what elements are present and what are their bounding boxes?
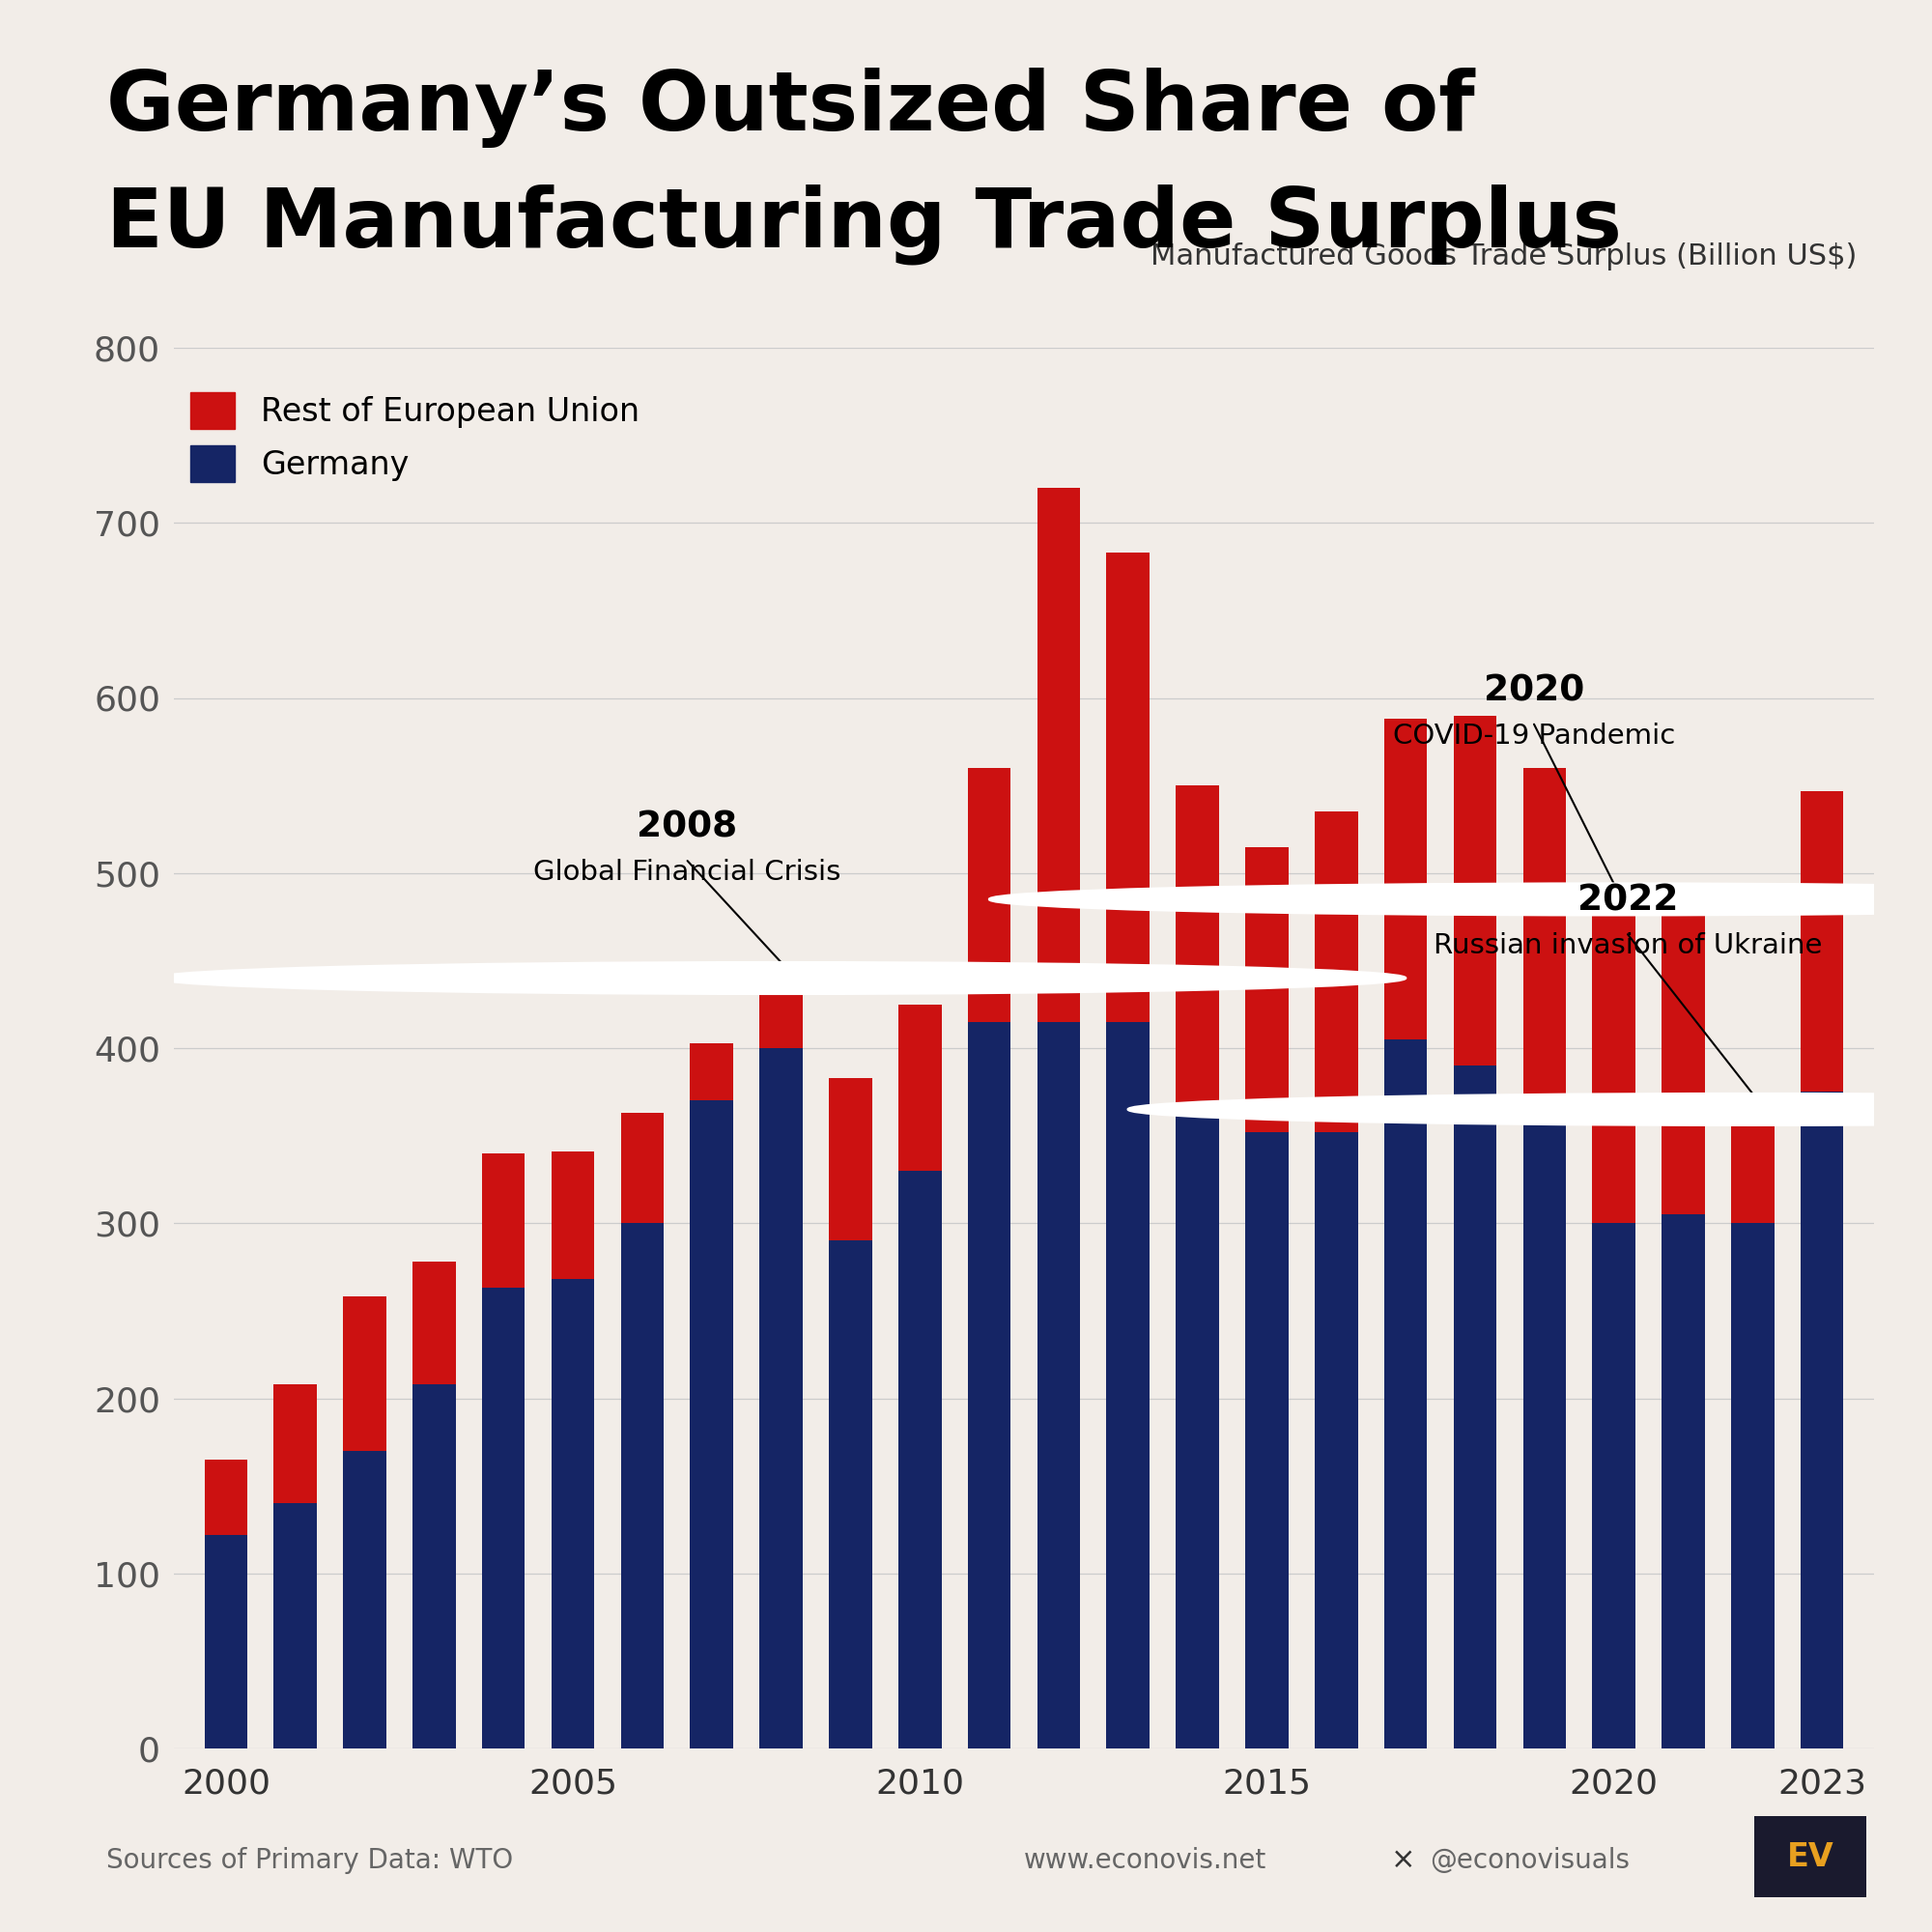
Text: Global Financial Crisis: Global Financial Crisis: [533, 860, 840, 887]
Circle shape: [1128, 1094, 1932, 1124]
Bar: [1246, 846, 1289, 1132]
Bar: [344, 1451, 386, 1748]
Legend: Rest of European Union, Germany: Rest of European Union, Germany: [189, 392, 639, 483]
Bar: [620, 1113, 665, 1223]
Bar: [1731, 1109, 1774, 1223]
Bar: [1037, 487, 1080, 1022]
Bar: [413, 1262, 456, 1383]
Bar: [1037, 1022, 1080, 1748]
Bar: [481, 1289, 526, 1748]
Bar: [1246, 1132, 1289, 1748]
Circle shape: [989, 883, 1932, 916]
Text: 2022: 2022: [1577, 883, 1679, 918]
Bar: [205, 1534, 247, 1748]
Bar: [1177, 786, 1219, 1109]
Bar: [1592, 898, 1634, 1223]
Text: www.econovis.net: www.econovis.net: [1024, 1847, 1267, 1874]
Text: @econovisuals: @econovisuals: [1430, 1847, 1631, 1874]
Text: Sources of Primary Data: WTO: Sources of Primary Data: WTO: [106, 1847, 514, 1874]
Bar: [968, 1022, 1010, 1748]
Bar: [1383, 719, 1428, 1039]
Bar: [1383, 1039, 1428, 1748]
Bar: [551, 1279, 595, 1748]
Bar: [829, 1240, 871, 1748]
Bar: [274, 1383, 317, 1503]
Bar: [759, 978, 802, 1047]
Bar: [829, 1078, 871, 1240]
Bar: [1801, 790, 1843, 1092]
Bar: [551, 1151, 595, 1279]
Bar: [968, 767, 1010, 1022]
Bar: [344, 1296, 386, 1451]
Bar: [1522, 1101, 1567, 1748]
Text: 2008: 2008: [638, 810, 738, 844]
Text: EU Manufacturing Trade Surplus: EU Manufacturing Trade Surplus: [106, 184, 1623, 265]
Bar: [1662, 1215, 1704, 1748]
Bar: [481, 1153, 526, 1289]
Bar: [690, 1043, 734, 1101]
Bar: [620, 1223, 665, 1748]
Bar: [274, 1503, 317, 1748]
Bar: [1522, 767, 1567, 1101]
Bar: [1731, 1223, 1774, 1748]
Circle shape: [156, 962, 1406, 993]
Bar: [1592, 1223, 1634, 1748]
Text: Manufactured Goods Trade Surplus (Billion US$): Manufactured Goods Trade Surplus (Billio…: [1151, 243, 1857, 270]
Bar: [898, 1005, 941, 1171]
Bar: [1662, 891, 1704, 1215]
Text: COVID-19 Pandemic: COVID-19 Pandemic: [1393, 723, 1675, 750]
Text: Germany’s Outsized Share of: Germany’s Outsized Share of: [106, 68, 1474, 149]
Bar: [1107, 553, 1150, 1022]
Bar: [1107, 1022, 1150, 1748]
Bar: [413, 1383, 456, 1748]
Bar: [1801, 1092, 1843, 1748]
Bar: [690, 1101, 734, 1748]
Bar: [759, 1047, 802, 1748]
Text: EV: EV: [1787, 1841, 1833, 1872]
Text: ⨯: ⨯: [1391, 1847, 1416, 1874]
Bar: [1453, 715, 1497, 1066]
Bar: [1453, 1066, 1497, 1748]
Text: Russian invasion of Ukraine: Russian invasion of Ukraine: [1434, 933, 1822, 960]
Bar: [898, 1171, 941, 1748]
Bar: [1314, 1132, 1358, 1748]
Text: 2020: 2020: [1484, 674, 1584, 709]
Bar: [1177, 1109, 1219, 1748]
Bar: [1314, 811, 1358, 1132]
Bar: [205, 1459, 247, 1534]
